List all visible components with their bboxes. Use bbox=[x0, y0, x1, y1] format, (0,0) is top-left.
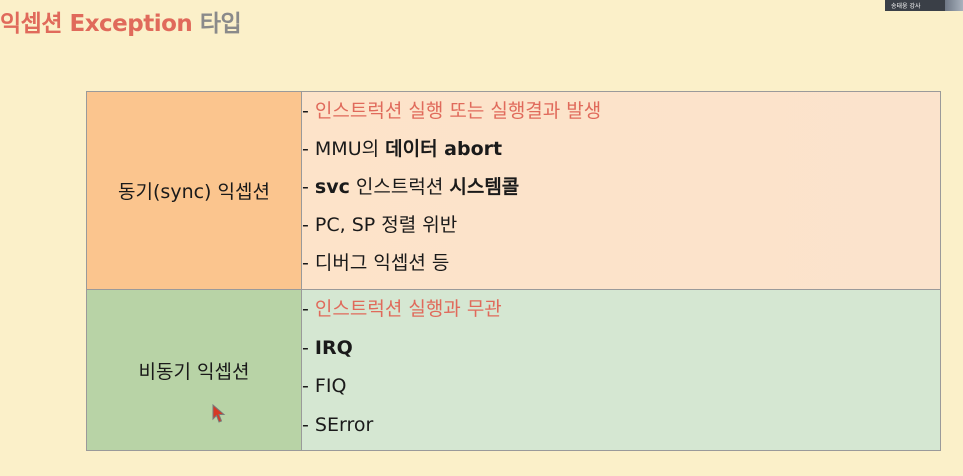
sync-exception-label: 동기(sync) 익셉션 bbox=[86, 91, 302, 290]
list-item: - PC, SP 정렬 위반 bbox=[302, 214, 458, 236]
slide-title: 익셉션 Exception 타입 bbox=[0, 4, 242, 38]
list-item: - svc 인스트럭션 시스템콜 bbox=[302, 176, 520, 198]
slide-title-main: 익셉션 Exception bbox=[0, 11, 193, 37]
sync-exception-list: - 인스트럭션 실행 또는 실행결과 발생 - MMU의 데이터 abort -… bbox=[301, 91, 941, 290]
webcam-video bbox=[945, 0, 963, 11]
slide-title-suffix: 타입 bbox=[199, 11, 242, 37]
list-item: - 인스트럭션 실행과 무관 bbox=[302, 298, 502, 320]
list-item: - 인스트럭션 실행 또는 실행결과 발생 bbox=[302, 100, 602, 122]
async-exception-list: - 인스트럭션 실행과 무관 - IRQ - FIQ - SError bbox=[301, 289, 941, 451]
list-item: - FIQ bbox=[302, 375, 347, 397]
list-item: - 디버그 익셉션 등 bbox=[302, 252, 450, 274]
exception-types-table: 동기(sync) 익셉션 - 인스트럭션 실행 또는 실행결과 발생 - MMU… bbox=[86, 91, 941, 451]
webcam-presenter-label: 송태웅 강사 bbox=[891, 3, 921, 10]
list-item: - IRQ bbox=[302, 336, 353, 359]
list-item: - MMU의 데이터 abort bbox=[302, 138, 503, 160]
list-item: - SError bbox=[302, 413, 374, 436]
table-row-async: 비동기 익셉션 - 인스트럭션 실행과 무관 - IRQ - FIQ - SEr… bbox=[86, 289, 941, 451]
async-exception-label: 비동기 익셉션 bbox=[86, 289, 302, 451]
webcam-overlay: 송태웅 강사 bbox=[885, 0, 963, 11]
table-row-sync: 동기(sync) 익셉션 - 인스트럭션 실행 또는 실행결과 발생 - MMU… bbox=[86, 91, 941, 290]
mouse-pointer-icon bbox=[212, 404, 226, 423]
